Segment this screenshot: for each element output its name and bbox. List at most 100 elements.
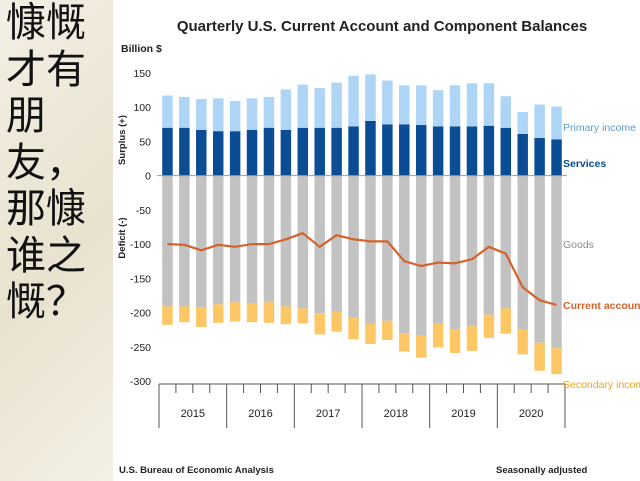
y-tick-label: -100 [130,239,151,251]
y-unit-label: Billion $ [121,43,162,55]
secondary-income-bar [179,306,190,323]
services-bar [432,126,444,176]
primary-income-bar [297,84,309,128]
y-tick-label: 0 [145,171,151,183]
goods-bar [382,175,393,321]
year-label: 2018 [384,408,408,420]
goods-bar [314,175,325,314]
goods-bar [280,175,292,307]
goods-bar [365,175,376,324]
goods-bar [196,175,207,308]
y-tick-label: 100 [133,102,151,114]
primary-income-bar [415,85,427,126]
goods-bar [432,175,444,324]
secondary-income-bar [229,302,241,322]
primary-income-bar [179,96,190,128]
goods-bar [162,175,173,307]
primary-income-label: Primary income [563,122,636,134]
goods-bar [331,175,342,312]
secondary-income-bar [196,307,207,327]
secondary-income-bar [331,311,342,332]
secondary-income-bar [263,302,275,323]
source-note: U.S. Bureau of Economic Analysis [119,465,274,476]
primary-income-bar [483,83,495,126]
left-banner: 慷慨才有朋友，那慷谁之慨？ [0,0,113,481]
watermark-text: @霍东升老师 [538,450,607,464]
secondary-income-bar [365,323,376,345]
y-tick-label: -50 [136,205,151,217]
primary-income-bar [365,74,376,121]
primary-income-bar [263,96,275,128]
primary-income-bar [162,95,173,128]
primary-income-bar [551,106,562,140]
goods-bar [415,175,427,336]
secondary-income-label: Secondary income [563,379,640,391]
services-bar [551,139,562,176]
goods-bar [348,175,359,319]
services-bar [415,125,427,176]
services-bar [314,127,325,176]
secondary-income-bar [348,318,359,340]
secondary-income-bar [382,320,393,340]
goods-bar [534,175,545,343]
secondary-income-bar [212,304,224,323]
chart-title: Quarterly U.S. Current Account and Compo… [177,18,587,35]
goods-bar [500,175,512,309]
primary-income-bar [466,83,478,127]
services-bar [399,124,410,176]
services-label: Services [563,158,606,170]
primary-income-bar [212,98,224,132]
goods-bar [483,175,495,315]
primary-income-bar [246,98,258,130]
y-tick-label: 50 [139,136,151,148]
goods-bar [263,175,275,303]
services-bar [162,127,173,176]
secondary-income-bar [534,342,545,371]
goods-bar [179,175,190,307]
primary-income-bar [314,88,325,128]
secondary-income-bar [432,323,444,348]
primary-income-bar [432,90,444,127]
primary-income-bar [331,82,342,128]
goods-bar [399,175,410,334]
services-bar [179,127,190,176]
year-label: 2015 [181,408,205,420]
primary-income-bar [348,75,359,127]
services-bar [246,129,258,176]
services-bar [212,131,224,176]
y-tick-label: -150 [130,273,151,285]
services-bar [280,129,292,176]
services-bar [229,131,241,176]
services-bar [196,129,207,176]
primary-income-bar [229,101,241,132]
services-bar [348,126,359,176]
primary-income-bar [280,89,292,130]
goods-bar [466,175,478,327]
chart-panel: 150 100 50 0 -50 -100 -150 -200 -250 -300 2015 2016… [115,0,640,481]
services-bar [534,138,545,176]
secondary-income-bar [246,302,258,323]
goods-label: Goods [563,239,594,251]
seasonal-note: Seasonally adjusted [496,465,588,476]
services-bar [365,120,376,176]
y-tick-label: -200 [130,308,151,320]
secondary-income-bar [517,329,528,355]
primary-income-bar [500,96,512,128]
services-bar [466,126,478,176]
primary-income-bar [196,99,207,130]
secondary-income-bar [399,333,410,352]
secondary-income-bar [466,326,478,351]
services-bar [263,127,275,176]
secondary-income-bar [500,308,512,334]
deficit-label: Deficit (-) [117,217,128,258]
services-bar [500,127,512,176]
primary-income-bar [517,112,528,134]
services-bar [449,126,461,176]
secondary-income-bar [483,314,495,338]
current-account-line [167,232,557,307]
primary-income-bar [399,85,410,125]
secondary-income-bar [297,308,309,324]
secondary-income-bar [551,348,562,375]
year-label: 2016 [248,408,272,420]
primary-income-bar [534,104,545,139]
